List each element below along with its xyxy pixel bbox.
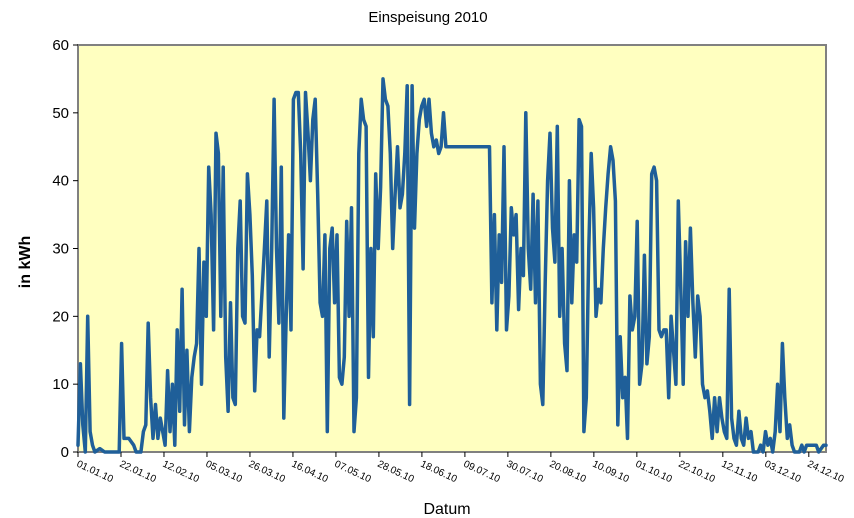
x-tick-label: 09.07.10 [462, 459, 502, 486]
y-tick-label: 30 [52, 241, 69, 258]
y-axis: 0 10 20 30 40 50 60 [52, 37, 78, 461]
y-tick-label: 10 [52, 376, 69, 393]
x-tick-label: 20.08.10 [548, 459, 588, 486]
x-tick-label: 28.05.10 [376, 459, 416, 486]
chart-title: Einspeisung 2010 [368, 9, 487, 26]
x-axis-title: Datum [423, 501, 470, 518]
y-axis-title: in kWh [17, 236, 34, 288]
x-tick-label: 24.12.10 [806, 459, 846, 486]
x-tick-label: 05.03.10 [204, 459, 244, 486]
x-tick-label: 22.01.10 [118, 459, 158, 486]
x-axis: 01.01.10 22.01.10 12.02.10 05.03.10 26.03.10… [75, 452, 846, 485]
x-tick-label: 22.10.10 [677, 459, 717, 486]
x-tick-label: 10.09.10 [591, 459, 631, 486]
x-tick-label: 01.10.10 [634, 459, 674, 486]
x-tick-label: 07.05.10 [333, 459, 373, 486]
y-tick-label: 20 [52, 308, 69, 325]
x-tick-label: 12.11.10 [720, 459, 760, 485]
y-tick-label: 50 [52, 105, 69, 122]
series-layer [76, 77, 828, 454]
x-tick-label: 03.12.10 [763, 459, 803, 486]
x-tick-label: 12.02.10 [161, 459, 201, 486]
x-tick-label: 16.04.10 [290, 459, 330, 486]
y-tick-label: 40 [52, 173, 69, 190]
x-tick-label: 26.03.10 [247, 459, 287, 486]
x-tick-label: 18.06.10 [419, 459, 459, 486]
x-tick-label: 01.01.10 [75, 459, 115, 486]
x-tick-label: 30.07.10 [505, 459, 545, 486]
series-line-einspeisung [76, 77, 828, 454]
y-tick-label: 0 [61, 444, 69, 461]
y-tick-label: 60 [52, 37, 69, 54]
